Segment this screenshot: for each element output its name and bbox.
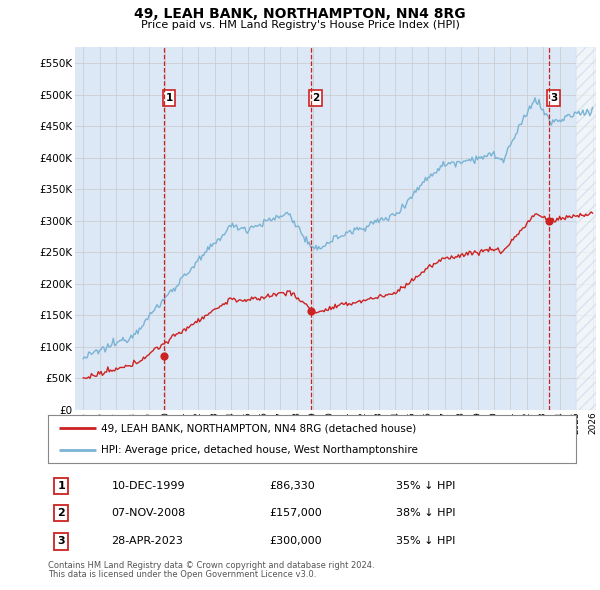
Text: 3: 3 — [550, 93, 557, 103]
Text: 28-APR-2023: 28-APR-2023 — [112, 536, 183, 546]
Text: HPI: Average price, detached house, West Northamptonshire: HPI: Average price, detached house, West… — [101, 445, 418, 455]
Text: 1: 1 — [166, 93, 173, 103]
Text: 35% ↓ HPI: 35% ↓ HPI — [397, 536, 456, 546]
Text: Price paid vs. HM Land Registry's House Price Index (HPI): Price paid vs. HM Land Registry's House … — [140, 20, 460, 30]
Text: 49, LEAH BANK, NORTHAMPTON, NN4 8RG (detached house): 49, LEAH BANK, NORTHAMPTON, NN4 8RG (det… — [101, 423, 416, 433]
Point — [306, 306, 316, 316]
Text: 2: 2 — [58, 508, 65, 517]
Text: £157,000: £157,000 — [270, 508, 323, 517]
Text: 3: 3 — [58, 536, 65, 546]
Text: 2: 2 — [312, 93, 319, 103]
Text: 38% ↓ HPI: 38% ↓ HPI — [397, 508, 456, 517]
Text: 1: 1 — [58, 481, 65, 491]
Text: 07-NOV-2008: 07-NOV-2008 — [112, 508, 185, 517]
Text: 35% ↓ HPI: 35% ↓ HPI — [397, 481, 456, 491]
Text: This data is licensed under the Open Government Licence v3.0.: This data is licensed under the Open Gov… — [48, 570, 316, 579]
Point — [159, 351, 169, 360]
Text: Contains HM Land Registry data © Crown copyright and database right 2024.: Contains HM Land Registry data © Crown c… — [48, 560, 374, 569]
Text: 10-DEC-1999: 10-DEC-1999 — [112, 481, 185, 491]
Text: 49, LEAH BANK, NORTHAMPTON, NN4 8RG: 49, LEAH BANK, NORTHAMPTON, NN4 8RG — [134, 7, 466, 21]
Text: £86,330: £86,330 — [270, 481, 316, 491]
Point — [544, 216, 553, 225]
Text: £300,000: £300,000 — [270, 536, 322, 546]
